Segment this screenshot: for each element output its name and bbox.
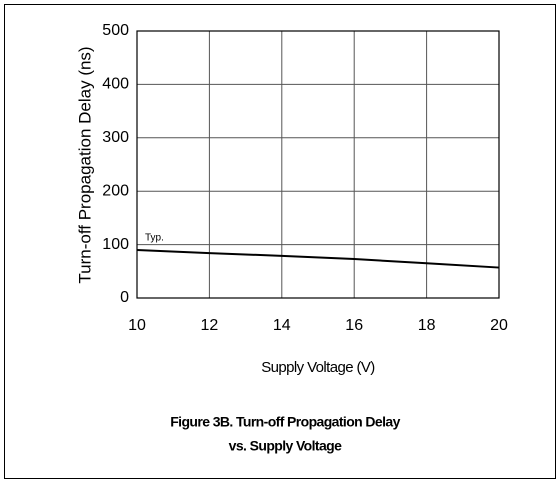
y-tick-label: 400	[102, 76, 129, 93]
frame	[4, 4, 556, 479]
x-tick-label: 20	[490, 317, 508, 334]
chart-title: Figure 3B. Turn-off Propagation Delay	[170, 414, 400, 430]
y-axis-label: Turn-off Propagation Delay (ns)	[75, 46, 94, 283]
y-tick-label: 0	[120, 289, 129, 306]
x-tick-label: 18	[418, 317, 436, 334]
x-tick-label: 10	[128, 317, 146, 334]
annotation: Typ.	[145, 233, 164, 244]
y-tick-label: 100	[102, 236, 129, 253]
chart-title: vs. Supply Voltage	[229, 438, 342, 454]
y-tick-label: 200	[102, 182, 129, 199]
data-line	[136, 248, 500, 269]
x-axis-label: Supply Voltage (V)	[261, 359, 375, 376]
plot-border	[136, 30, 500, 299]
y-tick-label: 300	[102, 129, 129, 146]
y-tick-label: 500	[102, 22, 129, 39]
x-tick-label: 14	[273, 317, 291, 334]
x-tick-label: 12	[201, 317, 219, 334]
x-tick-label: 16	[345, 317, 363, 334]
